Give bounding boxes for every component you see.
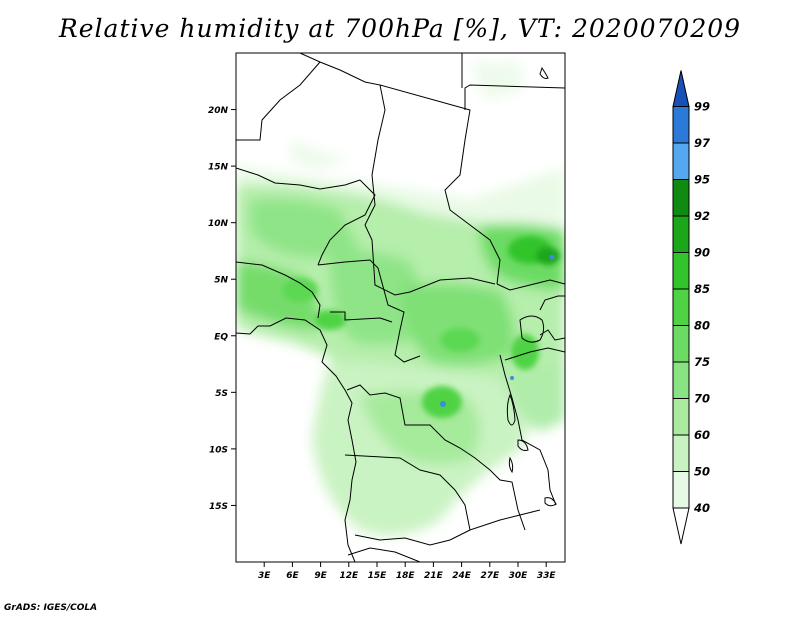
colorbar-swatch [672,288,690,326]
lon-tick-label: 30E [509,571,529,581]
lon-tick-label: 21E [424,571,444,581]
lat-tick-label: EQ [214,332,228,342]
grads-credit: GrADS: IGES/COLA [4,603,98,613]
humidity-shading [236,62,565,536]
colorbar-upper-triangle [672,70,690,107]
lat-tick-label: 20N [208,106,229,116]
lon-tick-label: 24E [452,571,472,581]
colorbar-label: 95 [694,173,710,187]
lon-tick-label: 3E [258,571,271,581]
colorbar-label: 90 [694,246,710,260]
colorbar-label: 60 [694,428,710,442]
colorbar-label: 97 [694,136,710,150]
lat-tick-label: 10N [208,219,229,229]
country-boundaries [236,53,565,562]
map-title: Relative humidity at 700hPa [%], VT: 202… [58,14,742,43]
colorbar-swatch [672,434,690,472]
colorbar-label: 50 [694,465,710,479]
colorbar-swatch [672,179,690,217]
map-frame [235,52,566,563]
colorbar-swatch [672,106,690,144]
colorbar-swatch [672,215,690,253]
colorbar: 40 50 60 70 75 80 85 90 92 95 97 99 [672,70,710,545]
longitude-axis: 3E 6E 9E 12E 15E 18E 21E 24E 27E 30E 33E [258,562,556,581]
lon-tick-label: 18E [396,571,416,581]
colorbar-label: 92 [694,209,710,223]
colorbar-swatch [672,361,690,399]
lakes [506,66,557,507]
lat-tick-label: 15S [209,502,228,512]
colorbar-label: 99 [694,100,710,114]
lat-tick-label: 5S [215,389,228,399]
colorbar-label: 70 [694,392,710,406]
lon-tick-label: 12E [339,571,359,581]
colorbar-swatch [672,325,690,363]
colorbar-lower-triangle [672,507,690,545]
lat-tick-label: 10S [209,445,228,455]
colorbar-swatch [672,252,690,290]
colorbar-label: 85 [694,282,710,296]
colorbar-swatch [672,471,690,509]
lon-tick-label: 27E [480,571,500,581]
lon-tick-label: 33E [537,571,557,581]
colorbar-swatch [672,142,690,180]
lon-tick-label: 9E [314,571,327,581]
colorbar-label: 75 [694,355,710,369]
lat-tick-label: 15N [208,163,229,173]
colorbar-label: 40 [693,501,710,515]
lon-tick-label: 6E [286,571,299,581]
colorbar-swatch [672,398,690,436]
lon-tick-label: 15E [368,571,388,581]
lat-tick-label: 5N [214,276,228,286]
colorbar-label: 80 [694,319,710,333]
latitude-axis: 20N 15N 10N 5N EQ 5S 10S 15S [208,106,236,512]
